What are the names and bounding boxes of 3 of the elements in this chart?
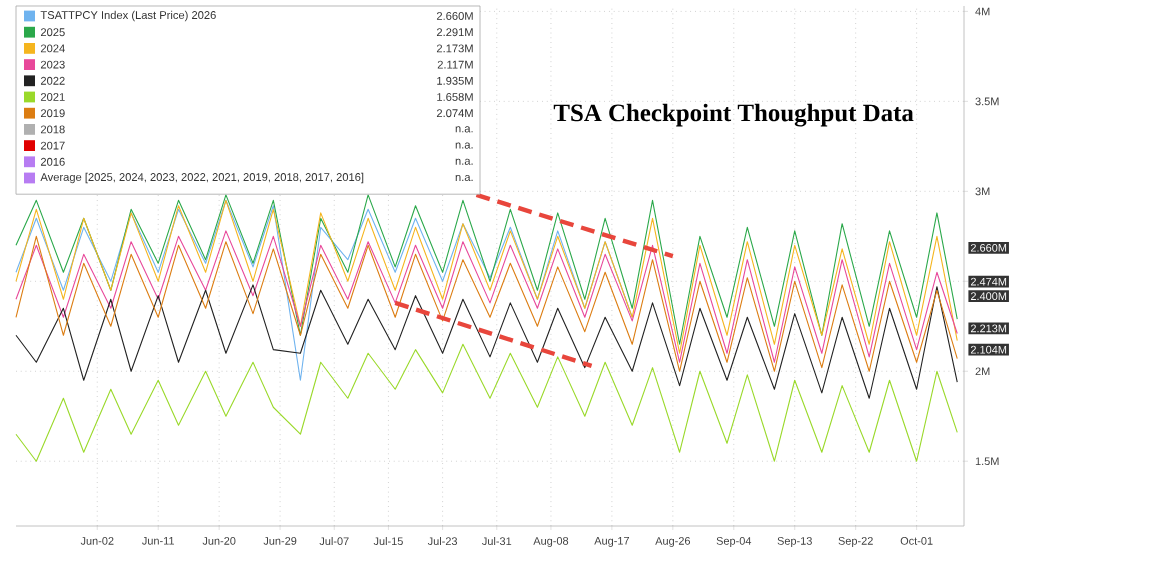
- line-series: [15, 284, 958, 399]
- text: TSA Checkpoint Thoughput Data: [553, 103, 914, 127]
- line-series: [15, 343, 958, 462]
